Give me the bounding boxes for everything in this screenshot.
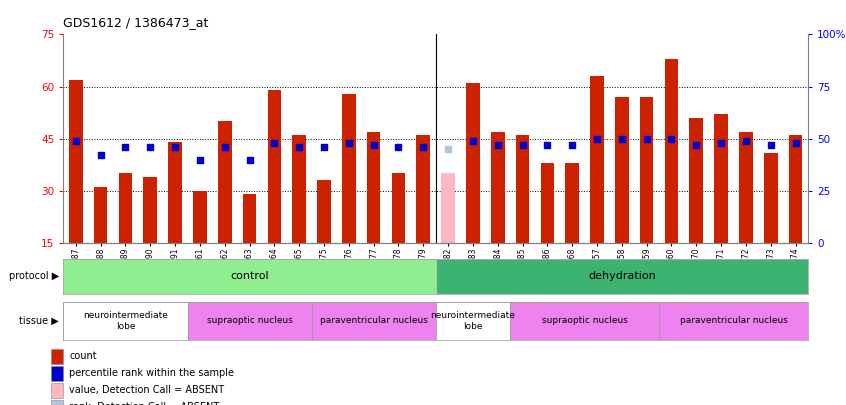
Text: dehydration: dehydration	[588, 271, 656, 281]
Bar	[416, 135, 430, 243]
Bar	[640, 97, 653, 243]
Bar	[442, 173, 455, 243]
Point	[565, 142, 579, 148]
Point	[640, 135, 653, 142]
Text: count: count	[69, 352, 97, 361]
Point	[243, 156, 256, 163]
Bar	[63, 259, 436, 294]
Bar	[491, 132, 504, 243]
Bar	[51, 383, 63, 398]
Text: paraventricular nucleus: paraventricular nucleus	[679, 316, 788, 326]
Bar	[591, 76, 604, 243]
Point	[689, 142, 703, 148]
Point	[218, 144, 232, 150]
Text: percentile rank within the sample: percentile rank within the sample	[69, 369, 234, 378]
Bar	[764, 153, 777, 243]
Bar	[689, 118, 703, 243]
Point	[118, 144, 132, 150]
Point	[516, 142, 530, 148]
Bar	[118, 173, 132, 243]
Bar	[516, 135, 530, 243]
Text: control: control	[230, 271, 269, 281]
Point	[317, 144, 331, 150]
Text: paraventricular nucleus: paraventricular nucleus	[320, 316, 427, 326]
Bar	[293, 135, 306, 243]
Bar	[392, 173, 405, 243]
Bar	[665, 59, 678, 243]
Text: tissue ▶: tissue ▶	[19, 316, 59, 326]
Bar	[659, 302, 808, 340]
Point	[466, 138, 480, 144]
Bar	[144, 177, 157, 243]
Point	[788, 140, 802, 146]
Point	[267, 140, 281, 146]
Bar	[51, 366, 63, 381]
Bar	[243, 194, 256, 243]
Bar	[615, 97, 629, 243]
Bar	[218, 122, 232, 243]
Bar	[342, 94, 355, 243]
Text: supraoptic nucleus: supraoptic nucleus	[206, 316, 293, 326]
Point	[442, 146, 455, 152]
Bar	[510, 302, 659, 340]
Bar	[63, 302, 188, 340]
Text: rank, Detection Call = ABSENT: rank, Detection Call = ABSENT	[69, 403, 220, 405]
Text: value, Detection Call = ABSENT: value, Detection Call = ABSENT	[69, 386, 224, 395]
Bar	[94, 188, 107, 243]
Point	[665, 135, 678, 142]
Bar	[51, 349, 63, 364]
Point	[94, 152, 107, 159]
Bar	[69, 80, 83, 243]
Bar	[788, 135, 802, 243]
Bar	[267, 90, 281, 243]
Point	[416, 144, 430, 150]
Point	[615, 135, 629, 142]
Bar	[739, 132, 753, 243]
Point	[168, 144, 182, 150]
Bar	[51, 400, 63, 405]
Bar	[565, 163, 579, 243]
Bar	[541, 163, 554, 243]
Point	[392, 144, 405, 150]
Bar	[193, 191, 206, 243]
Bar	[436, 302, 510, 340]
Text: neurointermediate
lobe: neurointermediate lobe	[83, 311, 168, 330]
Point	[342, 140, 355, 146]
Text: supraoptic nucleus: supraoptic nucleus	[541, 316, 628, 326]
Point	[714, 140, 728, 146]
Point	[491, 142, 504, 148]
Bar	[168, 142, 182, 243]
Point	[367, 142, 381, 148]
Bar	[317, 181, 331, 243]
Point	[293, 144, 306, 150]
Point	[739, 138, 753, 144]
Text: protocol ▶: protocol ▶	[9, 271, 59, 281]
Bar	[436, 259, 808, 294]
Text: neurointermediate
lobe: neurointermediate lobe	[431, 311, 515, 330]
Point	[193, 156, 206, 163]
Bar	[466, 83, 480, 243]
Text: GDS1612 / 1386473_at: GDS1612 / 1386473_at	[63, 16, 209, 29]
Bar	[367, 132, 381, 243]
Point	[764, 142, 777, 148]
Point	[591, 135, 604, 142]
Point	[144, 144, 157, 150]
Point	[69, 138, 83, 144]
Point	[541, 142, 554, 148]
Bar	[311, 302, 436, 340]
Bar	[188, 302, 311, 340]
Bar	[714, 114, 728, 243]
